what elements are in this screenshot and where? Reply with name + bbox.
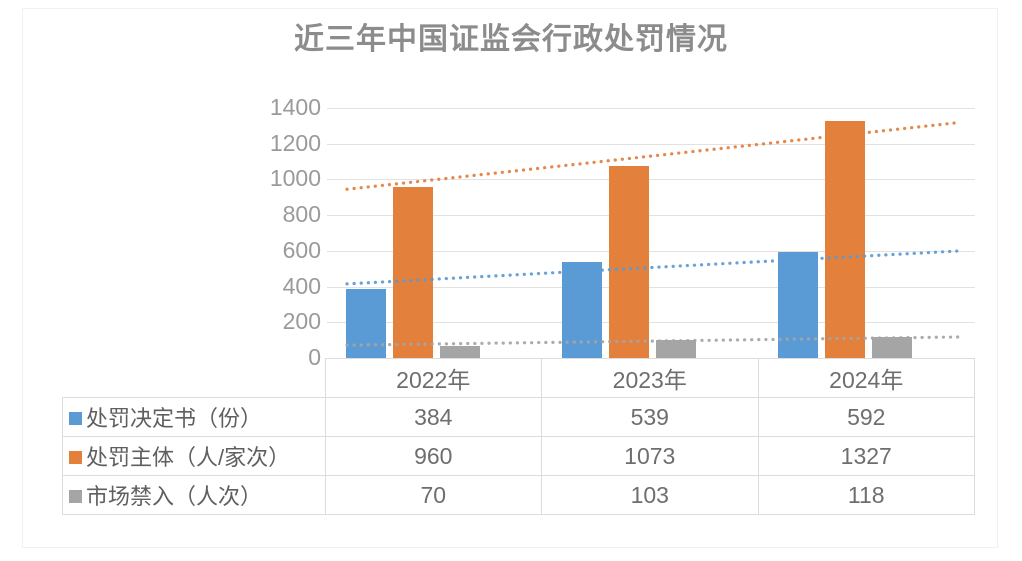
y-tick-label: 400 (282, 272, 321, 299)
table-cell-value: 70 (324, 475, 542, 515)
bar (778, 252, 818, 358)
gridline (327, 322, 975, 324)
table-row: 处罚主体（人/家次） 960 1073 1327 (62, 436, 975, 476)
bar (346, 289, 386, 358)
legend-row-label: 市场禁入（人次） (62, 475, 326, 515)
table-cell-value: 1327 (757, 436, 975, 476)
table-row: 市场禁入（人次） 70 103 118 (62, 475, 975, 515)
y-tick-label: 0 (308, 344, 321, 370)
plot-area (327, 108, 975, 359)
bar (872, 336, 912, 358)
legend-swatch-icon (69, 451, 82, 464)
bar (656, 339, 696, 358)
gridline (327, 143, 975, 145)
gridline (327, 215, 975, 217)
legend-swatch-icon (69, 490, 82, 503)
legend-label-text: 处罚主体（人/家次） (86, 445, 291, 470)
table-cell-value: 384 (324, 397, 542, 437)
legend-row-label: 处罚主体（人/家次） (62, 436, 326, 476)
y-tick-label: 200 (282, 308, 321, 335)
table-cell-value: 592 (757, 397, 975, 437)
legend-label-text: 处罚决定书（份） (86, 406, 263, 431)
table-cell-value: 960 (324, 436, 542, 476)
gridline (327, 286, 975, 288)
y-tick-label: 1400 (269, 94, 321, 120)
bar (440, 345, 480, 358)
y-tick-label: 1200 (269, 129, 321, 156)
page-title: 近三年中国证监会行政处罚情况 (294, 23, 728, 56)
data-table: 2022年 2023年 2024年 处罚决定书（份） 384 539 592 处罚主体（人/家… (62, 358, 975, 515)
bar (609, 166, 649, 358)
y-tick-label: 800 (282, 201, 321, 228)
table-cell-value: 539 (541, 397, 759, 437)
trendline (345, 249, 963, 286)
table-header-row: 2022年 2023年 2024年 (63, 358, 975, 398)
bar (393, 186, 433, 358)
legend-row-label: 处罚决定书（份） (62, 397, 326, 437)
table-corner-cell (63, 359, 326, 398)
gridline (327, 108, 975, 109)
gridline (327, 179, 975, 181)
table-column-header: 2023年 (541, 358, 759, 398)
legend-label-text: 市场禁入（人次） (86, 484, 263, 509)
y-axis-tick-labels: 1400 1200 1000 800 600 400 200 0 (225, 92, 321, 377)
table-row: 处罚决定书（份） 384 539 592 (62, 397, 975, 437)
bar (825, 121, 865, 358)
table-cell-value: 1073 (541, 436, 759, 476)
trendline (345, 335, 963, 347)
table-cell-value: 118 (757, 475, 975, 515)
table-column-header: 2022年 (324, 358, 542, 398)
y-tick-label: 1000 (269, 165, 321, 192)
y-tick-label: 600 (282, 236, 321, 263)
legend-swatch-icon (69, 412, 82, 425)
table-column-header: 2024年 (757, 358, 975, 398)
table-cell-value: 103 (541, 475, 759, 515)
bar (562, 261, 602, 358)
